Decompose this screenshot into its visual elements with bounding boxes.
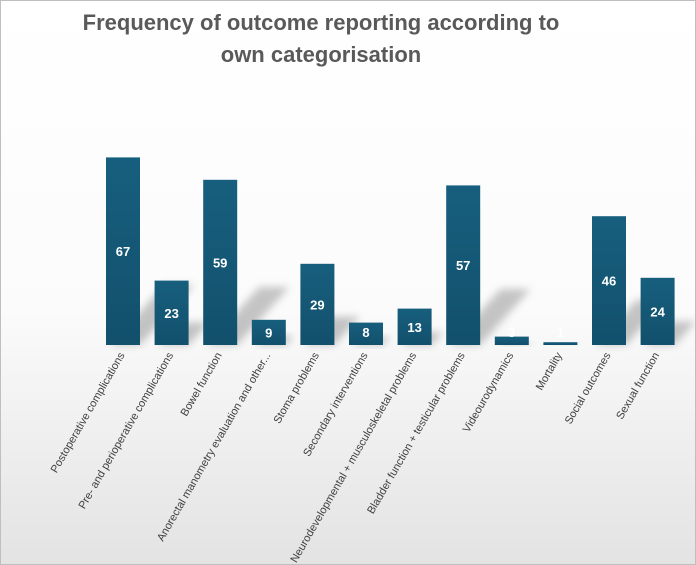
data-label: 46 (602, 274, 616, 289)
data-labels: 67 23 59 9 29 8 13 57 3 1 46 24 (116, 244, 666, 340)
x-tick-label: Videourodynamics (461, 350, 517, 435)
x-tick-label: Social outcomes (563, 350, 614, 426)
bar (446, 185, 481, 345)
bar (640, 277, 675, 345)
bar (251, 319, 286, 345)
x-tick-label: Bowel function (179, 351, 225, 419)
bar (592, 216, 626, 345)
chart-title: Frequency of outcome reporting according… (1, 7, 641, 71)
data-label: 24 (650, 304, 665, 319)
chart-title-line-1: Frequency of outcome reporting according… (82, 10, 560, 35)
x-tick-label: Bladder function + testicular problems (365, 350, 468, 516)
bar (494, 336, 529, 345)
data-label: 8 (362, 325, 369, 340)
bar (154, 280, 189, 345)
bar (349, 322, 383, 345)
data-label: 13 (407, 320, 421, 335)
data-label: 29 (310, 297, 324, 312)
x-tick-label: Mortality (534, 350, 565, 392)
x-tick-label: Pre- and perioperative complications (77, 350, 177, 511)
data-label: 9 (265, 325, 272, 340)
bar-series (106, 157, 675, 345)
bar (203, 179, 238, 345)
data-label: 67 (116, 244, 130, 259)
data-label: 3 (508, 325, 515, 340)
chart-title-line-2: own categorisation (220, 42, 422, 67)
bar (543, 342, 578, 345)
data-label: 57 (456, 258, 470, 273)
data-label: 59 (213, 255, 227, 270)
bar (397, 308, 432, 345)
bar (300, 263, 335, 345)
bar (106, 157, 140, 345)
data-label: 23 (164, 306, 178, 321)
data-label: 1 (557, 325, 564, 340)
x-tick-label: Anorectal manometry evaluation and other… (155, 351, 273, 544)
x-tick-label: Stoma problems (272, 350, 323, 426)
x-tick-label: Sexual function (614, 351, 662, 422)
